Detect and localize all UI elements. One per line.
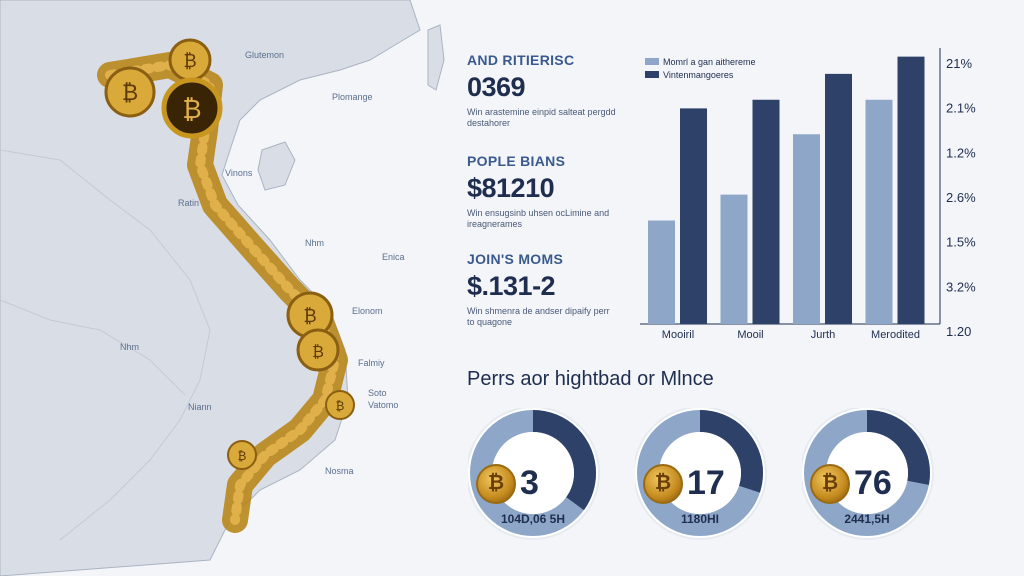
map-label: Niann <box>188 402 212 412</box>
svg-text:₿: ₿ <box>312 342 324 361</box>
vietnam-map: ₿ ₿ ₿ ₿ ₿ ₿ ₿ Glutemon Plomange Vinons R… <box>0 0 460 576</box>
y-tick-label: 2.6% <box>946 190 976 205</box>
x-tick-label: Mooiril <box>662 329 694 341</box>
svg-text:₿: ₿ <box>183 51 196 72</box>
donut-value: 76 <box>854 464 892 502</box>
donut-chart: 17 1180HI <box>635 408 775 548</box>
stat-title: JOIN'S MOMS <box>467 251 564 267</box>
map-label: Nosma <box>325 466 354 476</box>
y-tick-label: 2.1% <box>946 101 976 116</box>
map-label: Elonom <box>352 306 383 316</box>
stat-block: AND RITIERISC 0369 Win arastemine einpid… <box>467 52 637 129</box>
donut-caption: 104D,06 5H <box>500 512 566 526</box>
y-tick-label: 1.2% <box>946 145 976 160</box>
map-label: Plomange <box>332 92 373 102</box>
chart-legend: Momrl a gan aithereme Vintenmangoeres <box>645 55 756 81</box>
y-tick-label: 1.5% <box>946 235 976 250</box>
donut-value: 17 <box>687 464 725 502</box>
donut-segment-dark <box>470 410 596 536</box>
donut-segment-dark <box>637 410 763 536</box>
donut-value: 3 <box>520 464 539 502</box>
coin-icon: ₿ <box>161 77 223 139</box>
island-landmass <box>427 24 445 91</box>
bar <box>752 99 780 324</box>
x-tick-label: Merodited <box>871 329 920 341</box>
bar <box>825 73 852 324</box>
legend-item: Vintenmangoeres <box>645 68 756 81</box>
stat-description: Win ensugsinb uhsen ocLimine and ireagne… <box>467 208 610 229</box>
svg-text:₿: ₿ <box>122 81 138 106</box>
coin-icon <box>643 464 683 504</box>
map-label: Soto <box>368 388 387 398</box>
x-tick-label: Jurth <box>811 329 835 341</box>
svg-text:₿: ₿ <box>303 306 316 327</box>
map-svg: ₿ ₿ ₿ ₿ ₿ ₿ ₿ <box>0 0 445 576</box>
bar <box>648 220 675 324</box>
donut-caption: 1180HI <box>680 512 720 526</box>
legend-label: Vintenmangoeres <box>663 69 734 80</box>
stat-value: $81210 <box>467 173 555 203</box>
legend-swatch <box>645 58 659 65</box>
svg-text:₿: ₿ <box>238 449 247 463</box>
donut-chart: 76 2441,5H <box>802 408 942 548</box>
legend-swatch <box>645 71 659 78</box>
map-label: Nhm <box>120 342 140 352</box>
inland-border <box>0 299 186 396</box>
map-label: Ratin <box>178 198 200 208</box>
bar <box>720 194 748 324</box>
coin-icon: ₿ <box>325 390 355 420</box>
stat-description: Win arastemine einpid salteat pergdd des… <box>467 107 616 128</box>
map-label: Nhm <box>305 238 325 248</box>
donut-ring <box>802 408 934 540</box>
stat-block: JOIN'S MOMS $.131-2 Win shmenra de andse… <box>467 251 637 328</box>
y-tick-label: 21% <box>946 56 972 71</box>
bar <box>680 108 707 324</box>
inland-border <box>0 149 211 541</box>
stat-value: $.131-2 <box>467 271 556 301</box>
coin-icon: ₿ <box>104 66 156 118</box>
map-label: Enica <box>382 252 405 262</box>
map-label: Vinons <box>225 168 253 178</box>
donut-caption: 2441,5H <box>844 512 890 526</box>
map-label: Falmiy <box>358 358 385 368</box>
svg-text:₿: ₿ <box>182 95 201 125</box>
section-title: Perrs aor hightbad or Mlnce <box>467 368 714 390</box>
bar-chart: Mooiril Mooil Jurth Merodited 21% 2.1% 1.2% 2.6… <box>640 48 976 341</box>
stat-title: AND RITIERISC <box>467 52 575 68</box>
map-label: Glutemon <box>245 50 285 60</box>
bar <box>865 99 893 324</box>
coin-icon: ₿ <box>296 328 340 372</box>
svg-text:₿: ₿ <box>336 399 345 413</box>
coin-icon: ₿ <box>168 38 212 82</box>
y-tick-label: 3.2% <box>946 279 976 294</box>
x-tick-label: Mooil <box>737 329 763 341</box>
coin-icon <box>476 464 516 504</box>
bar <box>897 56 925 324</box>
legend-item: Momrl a gan aithereme <box>645 55 756 68</box>
stat-description: Win shmenra de andser dipaify perr to qu… <box>467 306 610 327</box>
stat-value: 0369 <box>467 72 526 102</box>
coin-icon: ₿ <box>227 440 257 470</box>
y-tick-label: 1.20 <box>946 324 971 339</box>
bar <box>793 134 820 324</box>
island-landmass <box>257 141 296 191</box>
stat-block: POPLE BIANS $81210 Win ensugsinb uhsen o… <box>467 153 637 230</box>
donut-chart: 3 104D,06 5H <box>468 408 608 548</box>
donut-segment-dark <box>804 410 930 536</box>
map-label: Vatomo <box>368 400 399 410</box>
coin-icon <box>810 464 850 504</box>
stat-title: POPLE BIANS <box>467 153 566 169</box>
legend-label: Momrl a gan aithereme <box>663 56 756 67</box>
